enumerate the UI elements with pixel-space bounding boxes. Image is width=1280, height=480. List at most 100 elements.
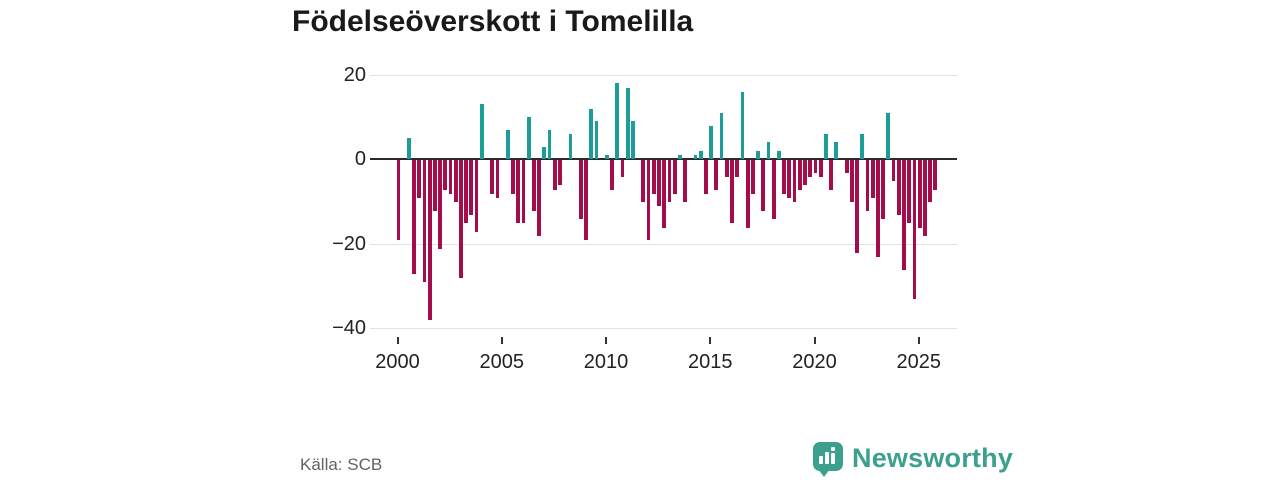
negative-bar <box>448 160 453 194</box>
gridline <box>370 74 957 76</box>
negative-bar <box>724 160 729 177</box>
x-axis-tick <box>396 337 399 344</box>
negative-bar <box>735 160 740 177</box>
negative-bar <box>782 160 787 194</box>
negative-bar <box>917 160 922 228</box>
y-axis-tick-label: −40 <box>332 317 366 340</box>
newsworthy-logo: Newsworthy <box>813 442 1213 480</box>
negative-bar <box>808 160 813 177</box>
negative-bar <box>849 160 854 203</box>
negative-bar <box>641 160 646 203</box>
negative-bar <box>657 160 661 207</box>
positive-bar <box>406 138 411 160</box>
negative-bar <box>683 160 687 203</box>
negative-bar <box>881 160 886 220</box>
negative-bar <box>453 160 458 203</box>
x-axis-tick-label: 2010 <box>583 351 629 373</box>
negative-bar <box>610 160 614 190</box>
negative-bar <box>438 160 442 249</box>
negative-bar <box>787 160 792 198</box>
positive-bar <box>605 155 609 160</box>
negative-bar <box>469 160 474 215</box>
positive-bar <box>479 104 484 160</box>
gridline <box>370 243 957 245</box>
x-axis-tick-label: 2005 <box>479 351 525 373</box>
positive-bar <box>698 150 703 160</box>
negative-bar <box>844 160 849 173</box>
y-axis-tick-label: 20 <box>343 63 366 86</box>
positive-bar <box>860 133 865 160</box>
negative-bar <box>474 160 479 232</box>
negative-bar <box>912 160 917 300</box>
negative-bar <box>432 160 437 211</box>
negative-bar <box>537 160 542 236</box>
chart-title: Födelseöverskott i Tomelilla <box>292 5 694 38</box>
negative-bar <box>578 160 583 220</box>
negative-bar <box>516 160 521 224</box>
negative-bar <box>490 160 495 194</box>
negative-bar <box>750 160 755 194</box>
negative-bar <box>730 160 734 224</box>
x-axis-tick-label: 2025 <box>896 351 942 373</box>
negative-bar <box>855 160 859 253</box>
y-axis-tick-label: −20 <box>332 232 366 255</box>
negative-bar <box>922 160 927 236</box>
negative-bar <box>865 160 870 211</box>
positive-bar <box>542 146 547 160</box>
negative-bar <box>745 160 750 228</box>
positive-bar <box>631 121 635 160</box>
positive-bar <box>740 91 745 160</box>
y-axis-tick-label: 0 <box>354 148 366 171</box>
negative-bar <box>771 160 776 220</box>
positive-bar <box>594 121 599 160</box>
positive-bar <box>834 142 839 160</box>
negative-bar <box>651 160 656 194</box>
negative-bar <box>532 160 536 211</box>
positive-bar <box>756 150 760 160</box>
negative-bar <box>459 160 463 279</box>
negative-bar <box>761 160 766 211</box>
negative-bar <box>818 160 823 177</box>
negative-bar <box>511 160 515 194</box>
negative-bar <box>928 160 932 203</box>
positive-bar <box>677 155 682 160</box>
negative-bar <box>495 160 500 198</box>
negative-bar <box>422 160 427 283</box>
positive-bar <box>693 155 698 160</box>
negative-bar <box>797 160 802 190</box>
positive-bar <box>886 112 891 160</box>
negative-bar <box>714 160 719 190</box>
negative-bar <box>396 160 401 241</box>
positive-bar <box>625 87 630 160</box>
negative-bar <box>443 160 448 190</box>
negative-bar <box>870 160 875 198</box>
negative-bar <box>412 160 416 274</box>
x-axis-tick-label: 2020 <box>792 351 837 373</box>
positive-bar <box>547 129 552 160</box>
positive-bar <box>777 150 781 160</box>
negative-bar <box>813 160 818 173</box>
x-axis-tick-label: 2000 <box>375 351 420 373</box>
negative-bar <box>876 160 880 258</box>
negative-bar <box>907 160 912 224</box>
negative-bar <box>662 160 667 228</box>
brand-wordmark: Newsworthy <box>852 443 1014 473</box>
negative-bar <box>902 160 906 270</box>
x-axis-tick <box>605 337 607 344</box>
negative-bar <box>672 160 677 194</box>
negative-bar <box>464 160 469 224</box>
x-axis-zero-line <box>370 158 957 161</box>
negative-bar <box>891 160 896 182</box>
positive-bar <box>766 142 771 160</box>
x-axis-tick <box>500 337 503 344</box>
x-axis-tick-label: 2015 <box>688 351 733 373</box>
negative-bar <box>558 160 562 186</box>
negative-bar <box>584 160 588 241</box>
negative-bar <box>552 160 557 190</box>
negative-bar <box>792 160 797 203</box>
negative-bar <box>803 160 807 186</box>
positive-bar <box>823 133 828 160</box>
negative-bar <box>667 160 672 203</box>
negative-bar <box>521 160 526 224</box>
